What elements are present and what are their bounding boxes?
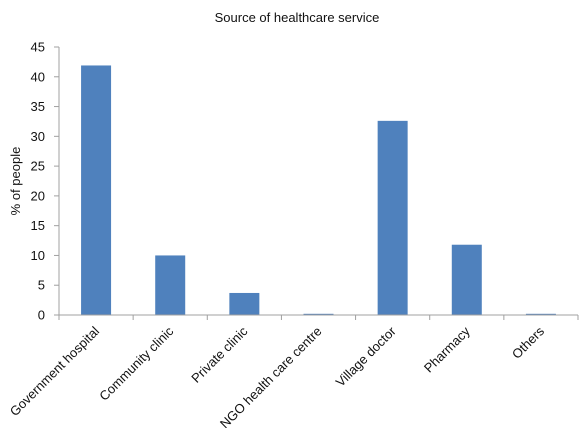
x-category-label: Government hospital <box>7 323 103 419</box>
y-tick-label: 45 <box>31 40 45 55</box>
y-tick-label: 15 <box>31 218 45 233</box>
x-category-label: Village doctor <box>333 323 400 390</box>
x-category-label: Private clinic <box>188 323 251 386</box>
y-tick-label: 30 <box>31 129 45 144</box>
bar <box>525 313 556 315</box>
y-tick-label: 40 <box>31 69 45 84</box>
bar <box>155 255 186 315</box>
y-axis-title: % of people <box>8 147 23 216</box>
bar <box>229 292 260 315</box>
bar <box>377 120 408 315</box>
bar <box>451 244 482 315</box>
plot-area: 0 5 10 15 20 25 30 35 40 45 Government hospitalCom… <box>7 40 579 428</box>
y-tick-label: 0 <box>38 308 45 323</box>
bar <box>81 65 112 315</box>
y-tick-label: 25 <box>31 159 45 174</box>
bar <box>303 313 334 315</box>
y-tick-label: 5 <box>38 278 45 293</box>
y-tick-label: 20 <box>31 188 45 203</box>
x-category-label: Community clinic <box>96 323 176 403</box>
y-tick-label: 10 <box>31 248 45 263</box>
x-category-label: Pharmacy <box>421 323 473 375</box>
chart-title: Source of healthcare service <box>215 10 380 25</box>
x-category-label: Others <box>509 323 548 362</box>
y-tick-label: 35 <box>31 99 45 114</box>
